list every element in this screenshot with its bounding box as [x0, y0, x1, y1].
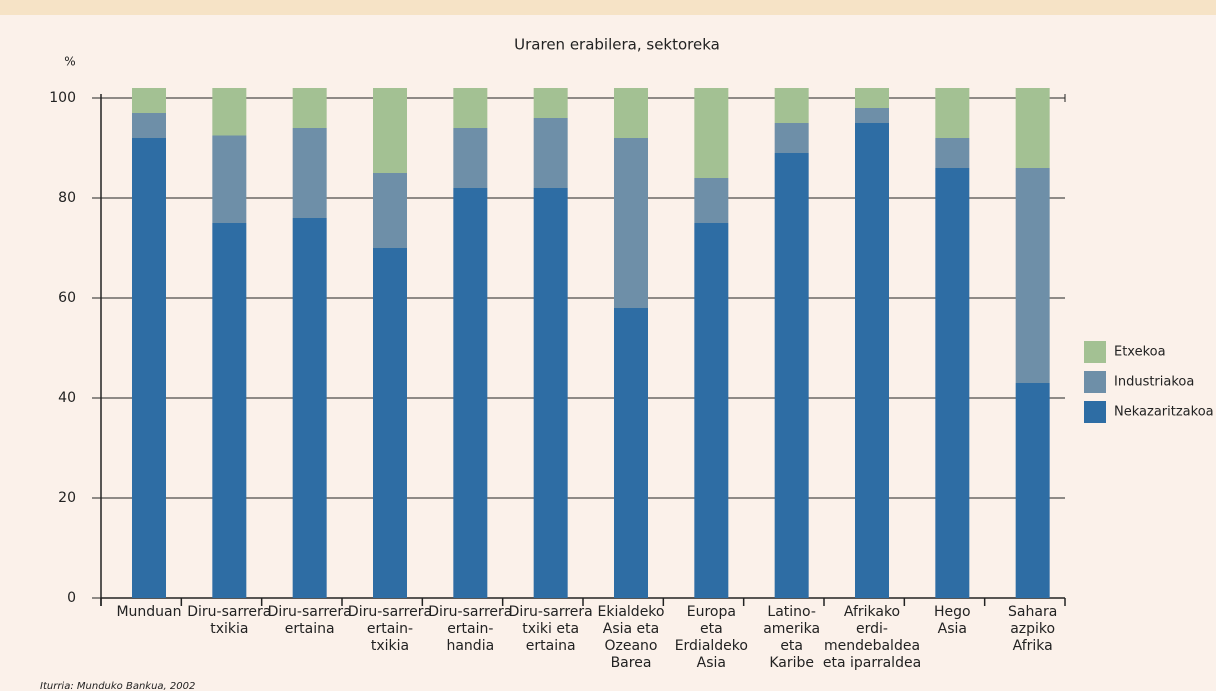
bar-segment	[373, 173, 407, 248]
bar-segment	[935, 138, 970, 168]
y-tick-label: 100	[49, 90, 76, 106]
legend-label: Nekazaritzakoa	[1114, 405, 1214, 420]
y-tick-label: 40	[58, 390, 76, 406]
y-tick-label: 0	[67, 590, 76, 606]
bar-segment	[694, 178, 729, 223]
bar-segment	[614, 88, 648, 138]
bar-segment	[292, 218, 327, 598]
source: Iturria: Munduko Bankua, 2002	[40, 681, 195, 691]
bar-segment	[453, 188, 488, 598]
bar-segment	[935, 168, 970, 598]
x-tick-label: Diru-sarrera ertain-txikia	[348, 604, 432, 654]
bar-segment	[132, 138, 166, 598]
bar-segment	[774, 153, 809, 598]
bar-segment	[212, 135, 247, 223]
x-tick-label: Sahara azpiko Afrika	[1008, 604, 1057, 654]
y-tick-label: 20	[58, 490, 76, 506]
bar-segment	[373, 248, 407, 598]
top-band	[0, 0, 1216, 15]
bar-segment	[694, 223, 729, 598]
bar-segment	[855, 123, 889, 598]
legend-label: Industriakoa	[1114, 375, 1194, 390]
x-tick-label: Diru-sarrera txiki eta ertaina	[509, 604, 593, 654]
x-tick-label: Afrikako erdi-mendebaldea eta iparraldea	[823, 604, 921, 671]
y-tick-label: 60	[58, 290, 76, 306]
bar-segment	[855, 108, 889, 123]
bar-segment	[533, 88, 568, 118]
bar-segment	[533, 118, 568, 188]
legend-swatch	[1084, 371, 1106, 393]
bar-segment	[935, 88, 970, 138]
bar-segment	[614, 308, 648, 598]
x-tick-label: Diru-sarrera ertaina	[268, 604, 352, 637]
bar-segment	[774, 88, 809, 123]
x-tick-label: Munduan	[116, 604, 181, 620]
bar-segment	[1015, 88, 1050, 168]
legend-swatch	[1084, 401, 1106, 423]
legend-label: Etxekoa	[1114, 345, 1166, 360]
bar-segment	[694, 88, 729, 178]
bar-segment	[373, 88, 407, 173]
x-tick-label: Diru-sarrera txikia	[187, 604, 271, 637]
bar-segment	[855, 88, 889, 108]
x-tick-label: Ekialdeko Asia eta Ozeano Barea	[598, 604, 665, 671]
bar-segment	[774, 123, 809, 153]
bar-segment	[453, 128, 488, 188]
x-tick-label: Diru-sarrera ertain-handia	[428, 604, 512, 654]
bar-segment	[132, 113, 166, 138]
y-axis-label: %	[64, 55, 75, 69]
bar-segment	[292, 88, 327, 128]
bar-segment	[453, 88, 488, 128]
y-tick-label: 80	[58, 190, 76, 206]
bar-segment	[292, 128, 327, 218]
bar-segment	[212, 88, 247, 136]
bar-segment	[614, 138, 648, 308]
bar-segment	[1015, 383, 1050, 598]
bar-segment	[132, 88, 166, 113]
x-tick-label: Hego Asia	[934, 604, 971, 637]
bar-segment	[212, 223, 247, 598]
legend-swatch	[1084, 341, 1106, 363]
chart-title: Uraren erabilera, sektoreka	[514, 36, 720, 54]
x-tick-label: Latino-amerika eta Karibe	[763, 604, 820, 671]
bar-segment	[533, 188, 568, 598]
bar-segment	[1015, 168, 1050, 383]
x-tick-label: Europa eta Erdialdeko Asia	[675, 604, 748, 671]
